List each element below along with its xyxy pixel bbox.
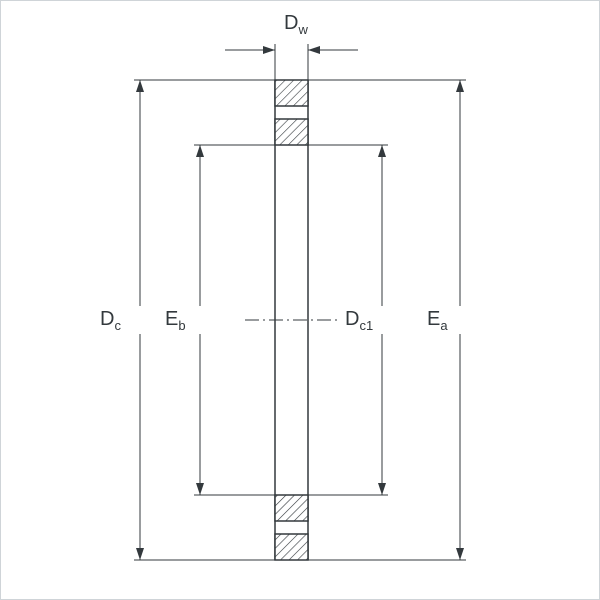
label-Dw: Dw bbox=[284, 12, 308, 37]
drawing-svg bbox=[0, 0, 600, 600]
label-Dc1: Dc1 bbox=[345, 308, 373, 333]
label-Dc: Dc bbox=[100, 308, 121, 333]
label-Eb: Eb bbox=[165, 308, 186, 333]
drawing-canvas: Dw Dc Eb Dc1 Ea bbox=[0, 0, 600, 600]
label-Ea: Ea bbox=[427, 308, 448, 333]
